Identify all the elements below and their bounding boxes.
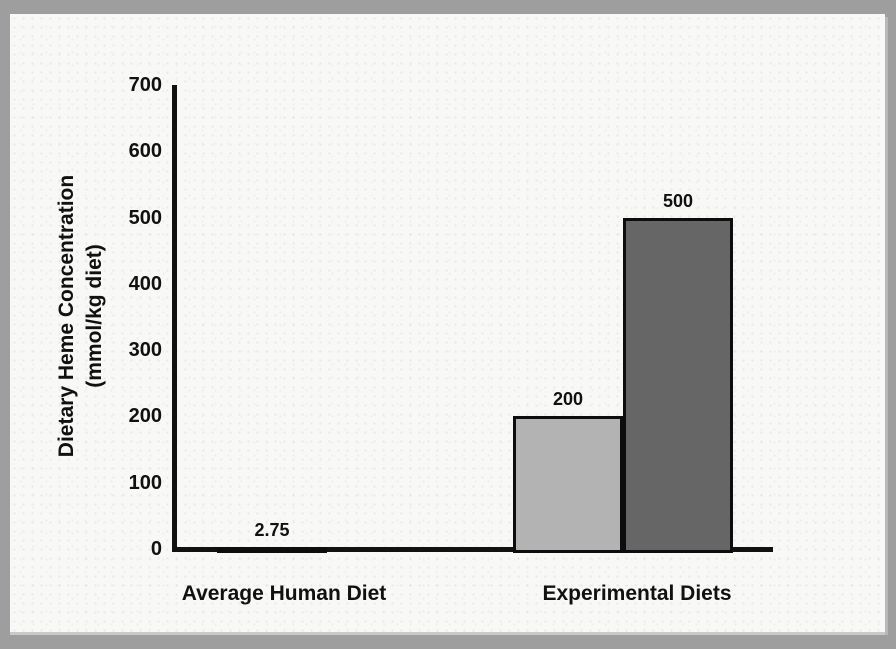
y-tick-label: 100 xyxy=(128,471,162,494)
x-axis-line xyxy=(172,547,773,552)
bar-500 xyxy=(623,217,733,553)
bar-value-label: 500 xyxy=(662,190,694,211)
y-tick-label: 0 xyxy=(150,538,162,560)
y-tick-label: 600 xyxy=(128,140,162,163)
bar-value-label: 200 xyxy=(552,389,584,410)
bar-value-label: 2.75 xyxy=(254,520,290,541)
y-tick-label: 300 xyxy=(128,339,162,362)
category-label-average-human-diet: Average Human Diet xyxy=(181,582,387,605)
category-label-experimental-diets: Experimental Diets xyxy=(542,582,732,605)
bar-2.75 xyxy=(217,547,327,554)
y-axis-line xyxy=(172,85,177,551)
bar-200 xyxy=(513,416,623,553)
y-tick-label: 400 xyxy=(128,272,162,295)
y-tick-label: 500 xyxy=(128,206,162,229)
y-tick-label: 200 xyxy=(128,405,162,428)
chart-panel xyxy=(10,14,885,632)
y-tick-label: 700 xyxy=(128,74,162,96)
y-axis-title-line1: Dietary Heme Concentration xyxy=(55,174,78,458)
